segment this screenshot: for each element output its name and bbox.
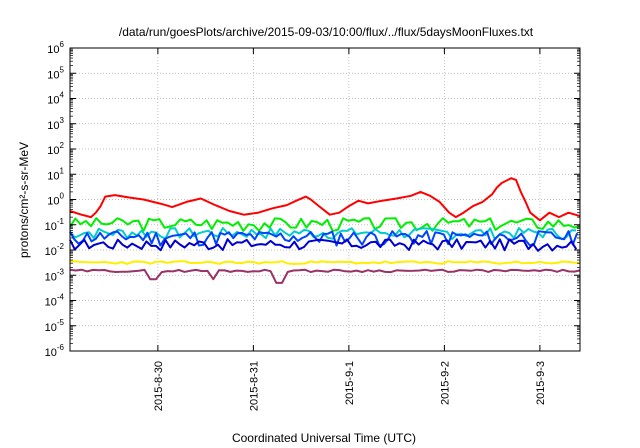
x-tick-label: 2015-9-2 [439,361,451,405]
y-axis: 10-6 10-5 10-4 10-3 10-2 10-1 100 101 102 103 104 1… [45,40,580,359]
y-tick-label: 106 [47,40,64,56]
y-tick-label: 101 [47,166,64,182]
x-tick-label: 2015-8-30 [153,361,165,411]
x-tick-label: 2015-8-31 [248,361,260,411]
series-layer [69,177,581,284]
chart-title: /data/run/goesPlots/archive/2015-09-03/1… [119,25,534,39]
y-tick-label: 10-4 [45,293,65,309]
grid-lines [70,48,580,351]
y-tick-label: 10-6 [45,343,65,359]
x-axis-label: Coordinated Universal Time (UTC) [232,431,416,445]
series-line-2 [69,217,580,233]
series-line-4 [69,230,579,247]
y-tick-label: 100 [47,192,64,208]
x-axis: 2015-8-30 2015-8-31 2015-9-1 2015-9-2 2015-9… [153,48,547,411]
y-tick-label: 10-5 [45,318,65,334]
y-tick-label: 104 [47,91,64,107]
y-tick-label: 10-3 [45,267,65,283]
series-line-6 [69,260,581,265]
y-tick-label: 10-1 [45,217,65,233]
y-tick-label: 105 [47,65,64,81]
series-line-1 [69,177,581,222]
series-line-3 [69,227,577,241]
y-axis-label: protons/cm²-s-sr-MeV [17,142,31,258]
x-tick-label: 2015-9-1 [344,361,356,405]
x-tick-label: 2015-9-3 [535,361,547,405]
series-line-5 [69,238,578,252]
y-tick-label: 102 [47,141,64,157]
series-line-7 [69,268,581,284]
y-tick-label: 103 [47,116,64,132]
y-tick-label: 10-2 [45,242,65,258]
